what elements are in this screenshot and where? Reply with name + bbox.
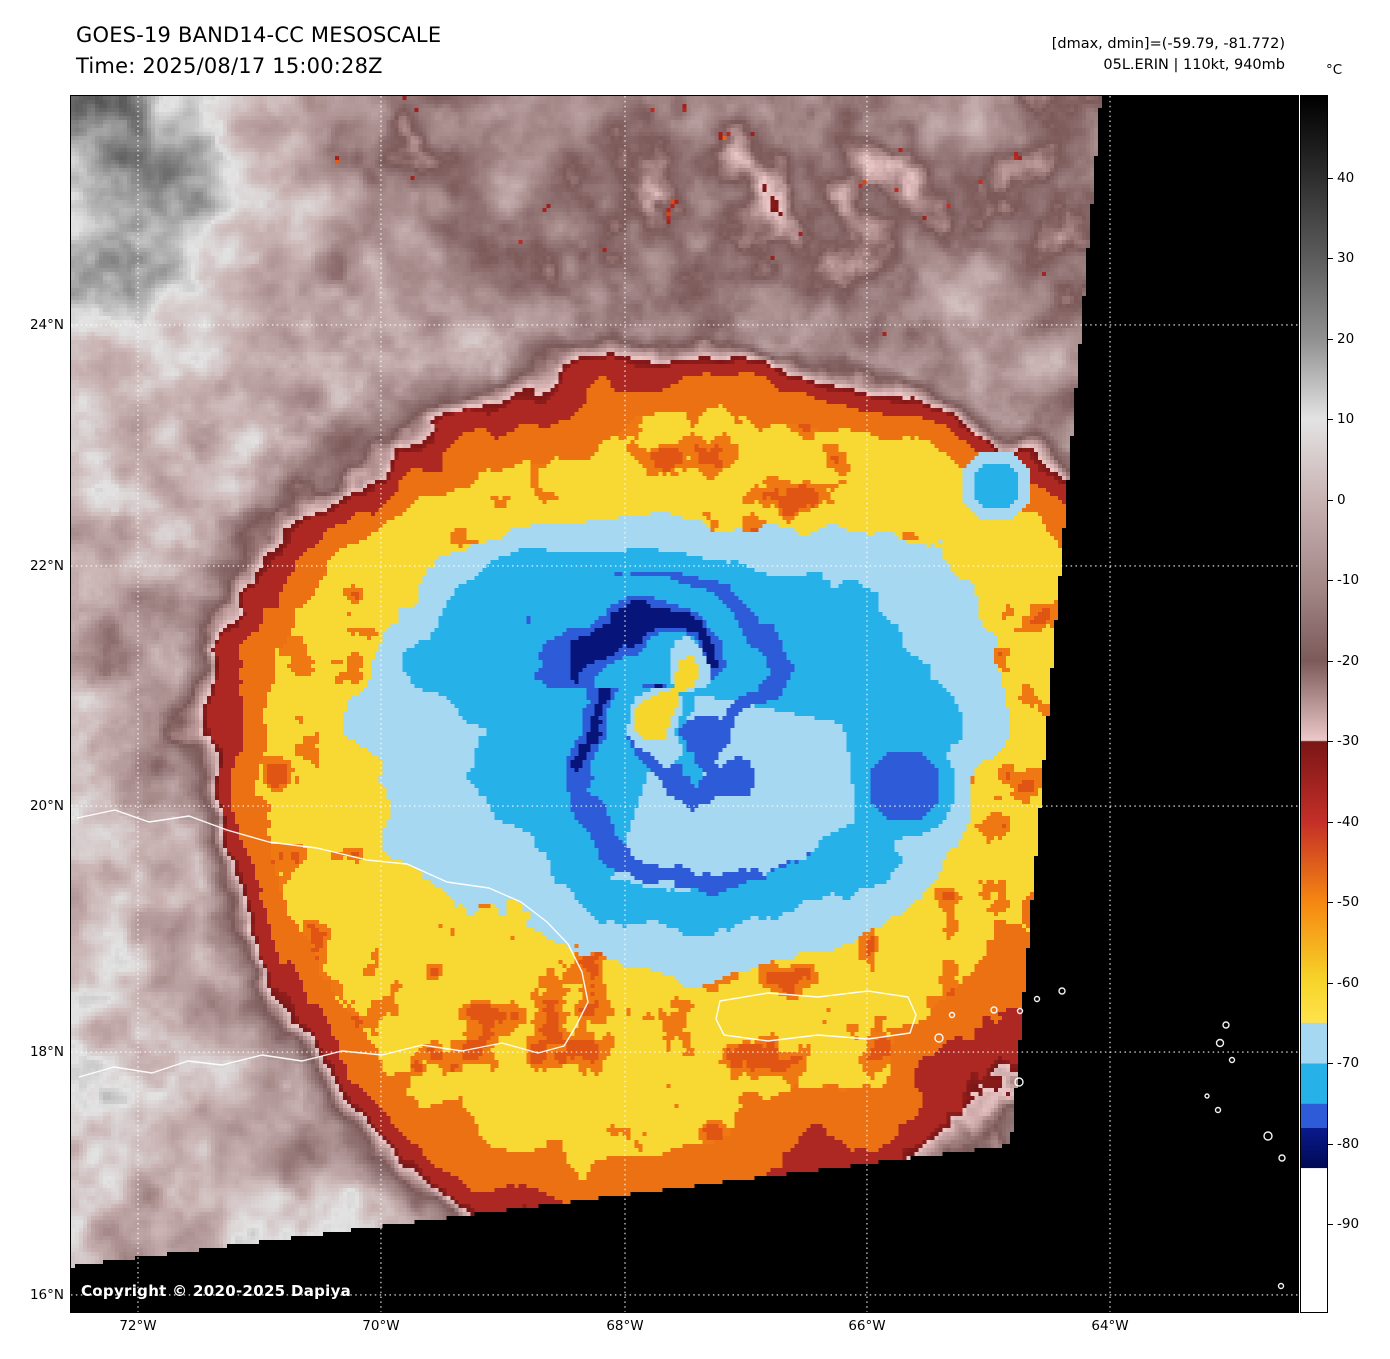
island-outline: [1014, 1077, 1024, 1087]
coastlines: [76, 809, 1286, 1290]
colorbar-tick-mark: [1328, 419, 1333, 421]
lon-axis-label: 68°W: [606, 1318, 644, 1334]
colorbar-unit-label: °C: [1326, 62, 1343, 78]
map-area: Copyright © 2020-2025 Dapiya: [70, 95, 1299, 1313]
graticule: [71, 96, 1298, 1312]
colorbar-tick-label: -40: [1337, 813, 1360, 830]
colorbar-tick-label: -70: [1337, 1055, 1360, 1072]
island-outline: [1033, 995, 1041, 1003]
lat-axis-label: 20°N: [29, 798, 64, 815]
lat-axis-label: 16°N: [29, 1286, 64, 1303]
colorbar-tick-label: -20: [1337, 652, 1360, 669]
colorbar-tick-label: -50: [1337, 894, 1360, 911]
colorbar-tick-mark: [1328, 1143, 1333, 1145]
longitude-axis: 72°W 70°W 68°W 66°W 64°W: [71, 1318, 1298, 1354]
coastline-hispaniola: [76, 809, 589, 1078]
colorbar-tick-mark: [1328, 338, 1333, 340]
colorbar-tick-mark: [1328, 902, 1333, 904]
storm-info: 05L.ERIN | 110kt, 940mb: [1103, 57, 1285, 73]
coastline-puerto-rico: [715, 990, 917, 1042]
colorbar: [1300, 95, 1328, 1313]
lon-axis-label: 66°W: [848, 1318, 886, 1334]
colorbar-tick-mark: [1328, 741, 1333, 743]
colorbar-tick-mark: [1328, 1224, 1333, 1226]
colorbar-tick-mark: [1328, 177, 1333, 179]
colorbar-tick-label: -90: [1337, 1216, 1360, 1233]
colorbar-tick-label: -80: [1337, 1135, 1360, 1152]
latitude-axis: 24°N 22°N 20°N 18°N 16°N: [0, 96, 64, 1312]
header-annotations: [dmax, dmin]=(-59.79, -81.772) 05L.ERIN …: [1052, 34, 1285, 76]
island-outline: [1263, 1131, 1273, 1141]
header-titles: GOES-19 BAND14-CC MESOSCALE Time: 2025/0…: [76, 20, 441, 82]
product-title: GOES-19 BAND14-CC MESOSCALE: [76, 23, 442, 47]
island-outline: [1222, 1021, 1230, 1029]
colorbar-tick-label: 20: [1337, 330, 1355, 347]
colorbar-tick-label: 40: [1337, 169, 1355, 186]
lat-axis-label: 24°N: [29, 316, 64, 333]
lon-axis-label: 72°W: [119, 1318, 157, 1334]
colorbar-tick-mark: [1328, 660, 1333, 662]
colorbar-tick-label: -30: [1337, 733, 1360, 750]
island-outline: [990, 1006, 998, 1014]
colorbar-tick-mark: [1328, 258, 1333, 260]
island-outline: [1228, 1056, 1236, 1064]
lon-axis-label: 64°W: [1091, 1318, 1129, 1334]
island-outline: [934, 1033, 944, 1043]
island-outline: [1058, 987, 1066, 995]
satellite-imagery: [71, 96, 1298, 1312]
timestamp: Time: 2025/08/17 15:00:28Z: [76, 54, 383, 78]
colorbar-tick-mark: [1328, 499, 1333, 501]
colorbar-tick-label: 10: [1337, 411, 1355, 428]
copyright-watermark: Copyright © 2020-2025 Dapiya: [81, 1282, 352, 1300]
colorbar-tick-mark: [1328, 821, 1333, 823]
island-outline: [948, 1011, 956, 1019]
colorbar-tick-mark: [1328, 580, 1333, 582]
island-outline: [1204, 1093, 1210, 1099]
colorbar-tick-mark: [1328, 982, 1333, 984]
lat-axis-label: 22°N: [29, 557, 64, 574]
island-outline: [1016, 1007, 1024, 1015]
colorbar-tick-label: -10: [1337, 572, 1360, 589]
island-outline: [1214, 1106, 1222, 1114]
colorbar-tick-label: 30: [1337, 250, 1355, 267]
colorbar-tick-label: 0: [1337, 491, 1346, 508]
island-outline: [1278, 1154, 1286, 1162]
lat-axis-label: 18°N: [29, 1044, 64, 1061]
colorbar-tick-label: -60: [1337, 974, 1360, 991]
colorbar-tick-mark: [1328, 1063, 1333, 1065]
lon-axis-label: 70°W: [362, 1318, 400, 1334]
range-info: [dmax, dmin]=(-59.79, -81.772): [1051, 36, 1285, 52]
island-outline: [1277, 1282, 1285, 1290]
island-outline: [1215, 1038, 1225, 1048]
